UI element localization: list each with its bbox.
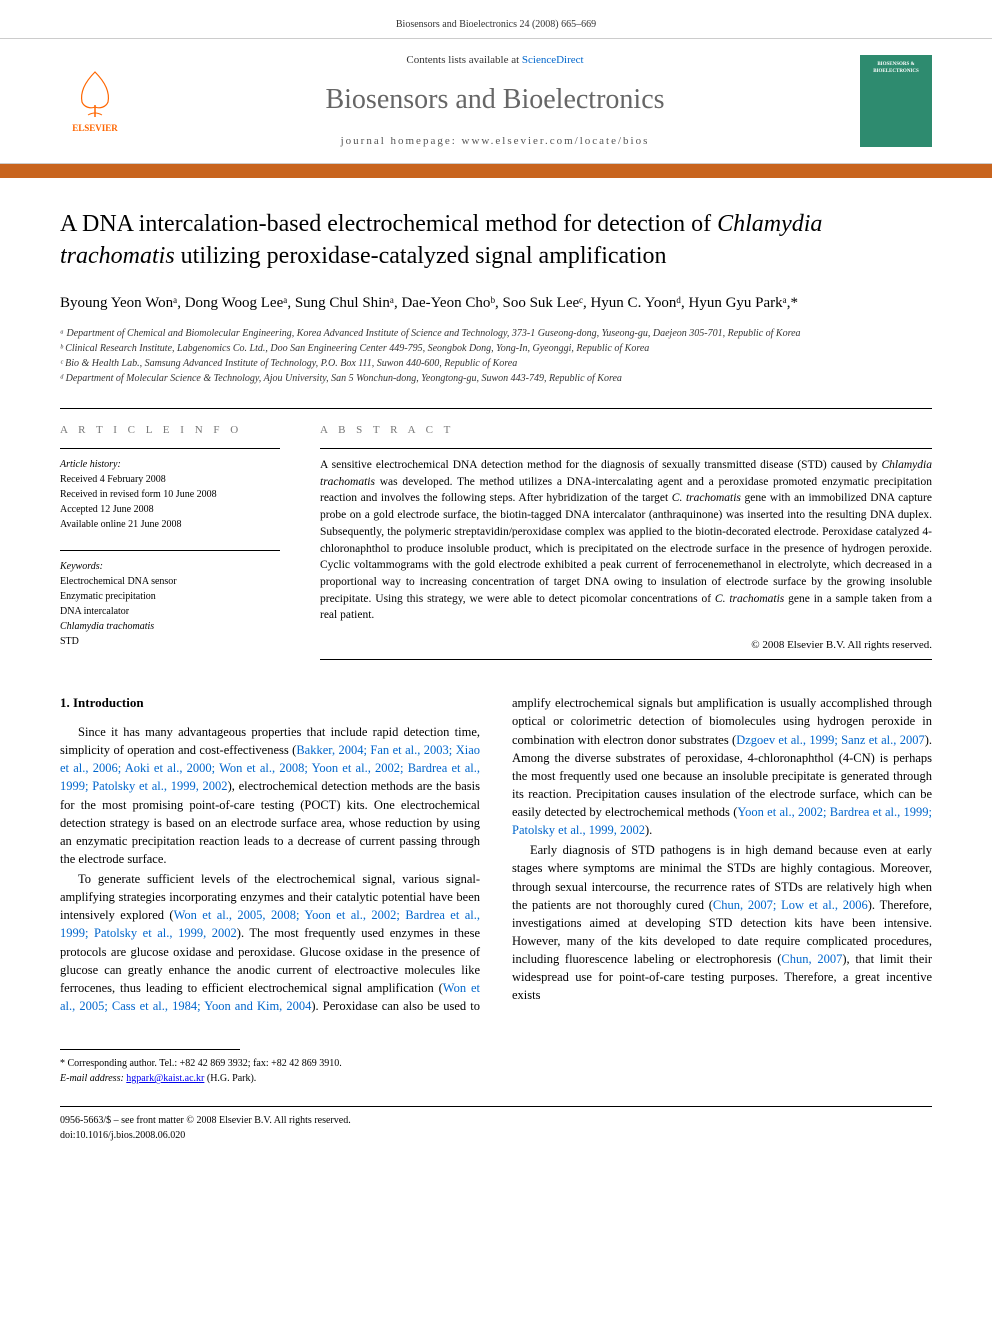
citation-link[interactable]: Chun, 2007; Low et al., 2006 [713,898,868,912]
divider [320,448,932,449]
elsevier-logo: ELSEVIER [60,61,130,141]
doi-line: doi:10.1016/j.bios.2008.06.020 [60,1128,932,1143]
abstract-text: A sensitive electrochemical DNA detectio… [320,457,932,624]
article-info-heading: A R T I C L E I N F O [60,423,280,438]
journal-name: Biosensors and Bioelectronics [130,80,860,119]
issn-line: 0956-5663/$ – see front matter © 2008 El… [60,1113,932,1128]
history-label: Article history: [60,459,121,470]
article-body: 1. Introduction Since it has many advant… [60,694,932,1015]
citation-link[interactable]: Dzgoev et al., 1999; Sanz et al., 2007 [736,733,925,747]
abstract-copyright: © 2008 Elsevier B.V. All rights reserved… [320,638,932,653]
running-header: Biosensors and Bioelectronics 24 (2008) … [0,0,992,38]
footer-info: 0956-5663/$ – see front matter © 2008 El… [0,1113,992,1163]
history-accepted: Accepted 12 June 2008 [60,504,154,515]
contents-line: Contents lists available at ScienceDirec… [130,53,860,68]
affiliation-d: ᵈ Department of Molecular Science & Tech… [60,371,932,386]
history-online: Available online 21 June 2008 [60,519,181,530]
author-list: Byoung Yeon Wonᵃ, Dong Woog Leeᵃ, Sung C… [60,293,932,314]
journal-homepage: journal homepage: www.elsevier.com/locat… [130,134,860,149]
corresponding-author-footnote: * Corresponding author. Tel.: +82 42 869… [60,1056,932,1086]
divider [60,448,280,449]
keyword: Enzymatic precipitation [60,591,156,602]
history-revised: Received in revised form 10 June 2008 [60,489,217,500]
keyword-italic: Chlamydia trachomatis [60,621,154,632]
history-received: Received 4 February 2008 [60,474,166,485]
publisher-name: ELSEVIER [72,122,118,135]
accent-bar [0,164,992,178]
body-paragraph: Since it has many advantageous propertie… [60,723,480,868]
keyword: DNA intercalator [60,606,129,617]
citation-link[interactable]: Chun, 2007 [781,952,842,966]
divider [320,659,932,660]
email-link[interactable]: hgpark@kaist.ac.kr [126,1073,204,1084]
article-info-column: A R T I C L E I N F O Article history: R… [60,423,280,661]
keyword: STD [60,636,79,647]
footnote-separator [60,1049,240,1050]
journal-banner: ELSEVIER Contents lists available at Sci… [0,38,992,164]
elsevier-tree-icon [70,67,120,122]
article-title: A DNA intercalation-based electrochemica… [60,208,932,273]
divider [60,408,932,409]
footer-divider [60,1106,932,1107]
abstract-column: A B S T R A C T A sensitive electrochemi… [320,423,932,661]
sciencedirect-link[interactable]: ScienceDirect [522,54,584,66]
affiliation-c: ᶜ Bio & Health Lab., Samsung Advanced In… [60,356,932,371]
affiliations: ᵃ Department of Chemical and Biomolecula… [60,326,932,386]
journal-cover-thumbnail: BIOSENSORS & BIOELECTRONICS [860,55,932,147]
affiliation-b: ᵇ Clinical Research Institute, Labgenomi… [60,341,932,356]
divider [60,550,280,551]
body-paragraph: Early diagnosis of STD pathogens is in h… [512,841,932,1004]
section-heading-intro: 1. Introduction [60,694,480,713]
abstract-heading: A B S T R A C T [320,423,932,438]
keywords-label: Keywords: [60,561,103,572]
keyword: Electrochemical DNA sensor [60,576,177,587]
affiliation-a: ᵃ Department of Chemical and Biomolecula… [60,326,932,341]
